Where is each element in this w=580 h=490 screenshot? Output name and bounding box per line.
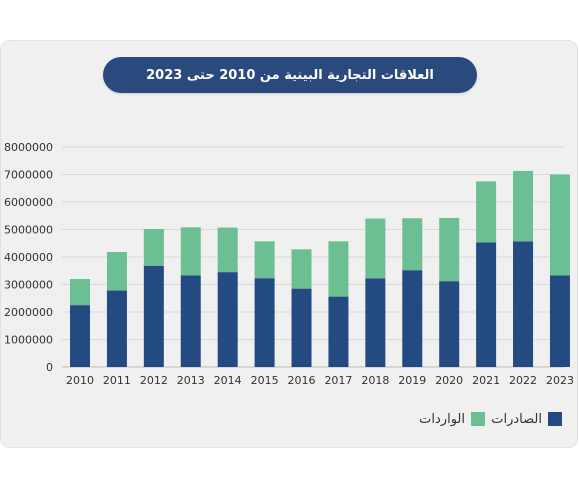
legend-label-exports: الصادرات: [491, 411, 542, 427]
x-tick-label: 2018: [361, 374, 389, 387]
bar-imports: [402, 218, 423, 271]
bar-exports: [254, 278, 275, 367]
x-tick-label: 2015: [251, 374, 279, 387]
x-tick-label: 2019: [398, 374, 426, 387]
bar-imports: [439, 217, 460, 282]
bar-imports: [254, 241, 275, 279]
x-tick-label: 2013: [177, 374, 205, 387]
bar-imports: [143, 228, 164, 266]
y-tick-label: 7000000: [4, 169, 53, 182]
bar-exports: [180, 275, 201, 367]
y-tick-label: 0: [46, 361, 53, 374]
bar-exports: [402, 270, 423, 367]
y-tick-label: 1000000: [4, 334, 53, 347]
x-tick-label: 2017: [324, 374, 352, 387]
legend-item-imports: الواردات: [419, 410, 485, 428]
bar-imports: [180, 227, 201, 276]
bar-imports: [106, 252, 127, 291]
legend-swatch-imports: [471, 412, 485, 426]
bar-exports: [143, 265, 164, 367]
x-tick-label: 2010: [66, 374, 94, 387]
bar-exports: [217, 272, 238, 367]
x-tick-label: 2016: [288, 374, 316, 387]
bar-imports: [291, 249, 312, 289]
x-tick-label: 2020: [435, 374, 463, 387]
x-tick-label: 2011: [103, 374, 131, 387]
x-tick-label: 2021: [472, 374, 500, 387]
bar-exports: [513, 241, 534, 367]
bar-exports: [291, 288, 312, 367]
x-tick-label: 2012: [140, 374, 168, 387]
x-tick-label: 2023: [546, 374, 574, 387]
bar-exports: [70, 305, 90, 367]
bar-imports: [328, 241, 349, 297]
x-tick-label: 2022: [509, 374, 537, 387]
y-tick-label: 4000000: [4, 251, 53, 264]
chart-title: العلاقات التجارية البينية من 2010 حتى 20…: [103, 57, 477, 93]
y-tick-label: 8000000: [4, 141, 53, 154]
bar-imports: [476, 181, 497, 243]
legend-label-imports: الواردات: [419, 411, 465, 427]
bar-exports: [439, 281, 460, 367]
bar-imports: [217, 227, 238, 273]
bar-exports: [365, 278, 386, 367]
x-tick-label: 2014: [214, 374, 242, 387]
legend-swatch-exports: [548, 412, 562, 426]
bar-imports: [513, 170, 534, 242]
legend-item-exports: الصادرات: [491, 410, 562, 428]
bar-exports: [106, 290, 127, 367]
y-tick-label: 3000000: [4, 279, 53, 292]
bar-exports: [549, 275, 570, 367]
bar-imports: [549, 174, 570, 276]
y-tick-label: 2000000: [4, 306, 53, 319]
bar-exports: [328, 296, 349, 367]
bar-exports: [476, 242, 497, 367]
y-tick-label: 6000000: [4, 196, 53, 209]
bar-imports: [70, 279, 90, 306]
bar-imports: [365, 218, 386, 279]
y-tick-label: 5000000: [4, 224, 53, 237]
